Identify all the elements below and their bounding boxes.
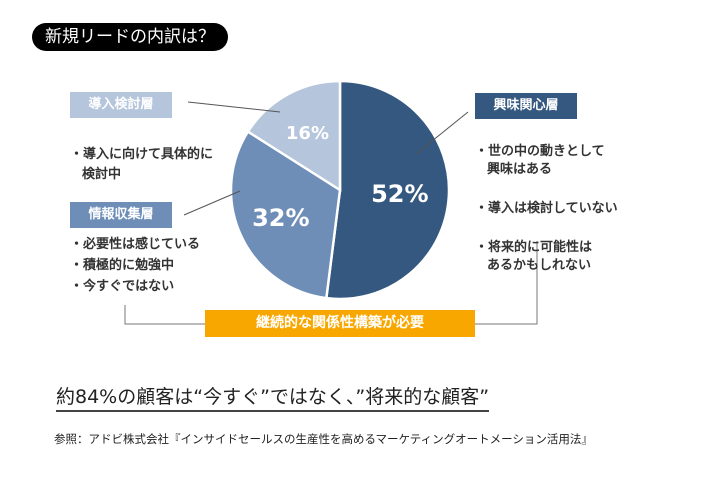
segment-tag-interest: 興味関心層 <box>475 93 577 119</box>
pie-slice <box>246 79 342 193</box>
slice-label: 32% <box>252 204 309 232</box>
bullet: ・将来的に可能性は あるかもしれない <box>475 240 593 273</box>
bullet: ・必要性は感じている <box>70 237 201 252</box>
bullet: ・導入は検討していない <box>475 201 618 216</box>
diagram-title: 新規リードの内訳は？ <box>32 23 228 51</box>
segment-tag-consider: 導入検討層 <box>70 92 172 118</box>
reference-text: 参照：アドビ株式会社『インサイドセールスの生産性を高めるマーケティングオートメー… <box>54 432 593 446</box>
bullet: ・世の中の動きとして 興味はある <box>475 144 605 177</box>
bullet: ・導入に向けて具体的に 検討中 <box>70 147 214 182</box>
leader-line-info <box>183 190 241 216</box>
callout-banner: 継続的な関係性構築が必要 <box>205 310 475 337</box>
segment-tag-info: 情報収集層 <box>70 202 172 228</box>
info-bullets: ・必要性は感じている ・積極的に勉強中 ・今すぐではない <box>70 234 200 297</box>
leader-line-consider <box>187 101 281 113</box>
consider-bullets: ・導入に向けて具体的に 検討中 <box>70 125 213 205</box>
pie-slice <box>324 79 451 301</box>
slice-label: 16% <box>286 123 329 144</box>
slice-label: 52% <box>371 180 428 208</box>
conclusion-text: 約84%の顧客は“今すぐ”ではなく、”将来的な顧客” <box>56 385 490 412</box>
bracket-left <box>124 305 205 325</box>
leader-line-interest <box>415 111 469 155</box>
bullet: ・積極的に勉強中 <box>70 258 175 273</box>
bracket-right <box>475 241 538 325</box>
bullet: ・今すぐではない <box>70 279 175 294</box>
interest-bullets: ・世の中の動きとして 興味はある ・導入は検討していない ・将来的に可能性は あ… <box>475 125 618 293</box>
